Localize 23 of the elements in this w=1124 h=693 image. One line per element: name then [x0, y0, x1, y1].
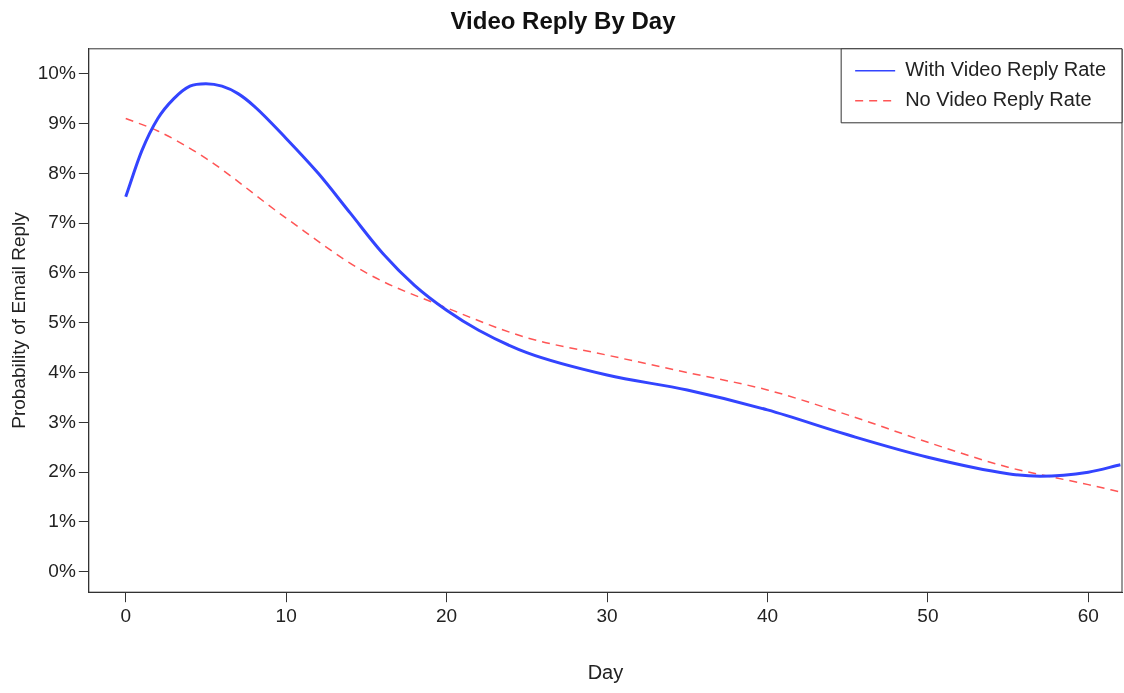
- legend-label: No Video Reply Rate: [905, 88, 1092, 111]
- y-tick-label: 1%: [48, 510, 76, 532]
- legend-label: With Video Reply Rate: [905, 58, 1106, 81]
- x-tick-label: 20: [436, 604, 458, 626]
- x-axis-title: Day: [587, 660, 624, 683]
- y-tick-label: 4%: [48, 360, 76, 382]
- y-tick-label: 2%: [48, 460, 76, 482]
- chart-title: Video Reply By Day: [450, 7, 677, 35]
- y-tick-label: 6%: [48, 261, 76, 283]
- y-tick-label: 10%: [37, 61, 76, 83]
- y-tick-label: 3%: [48, 410, 76, 432]
- x-tick-label: 30: [596, 604, 618, 626]
- y-tick-label: 9%: [48, 111, 76, 133]
- y-tick-label: 0%: [48, 560, 76, 582]
- x-tick-label: 40: [756, 604, 779, 626]
- x-tick-label: 60: [1077, 604, 1099, 626]
- x-tick-label: 50: [917, 604, 939, 626]
- y-axis-title: Probability of Email Reply: [7, 211, 29, 429]
- y-tick-label: 7%: [48, 211, 76, 233]
- y-tick-label: 5%: [48, 310, 76, 332]
- x-tick-label: 0: [120, 604, 132, 626]
- x-tick-label: 10: [275, 604, 297, 626]
- y-tick-label: 8%: [48, 161, 76, 183]
